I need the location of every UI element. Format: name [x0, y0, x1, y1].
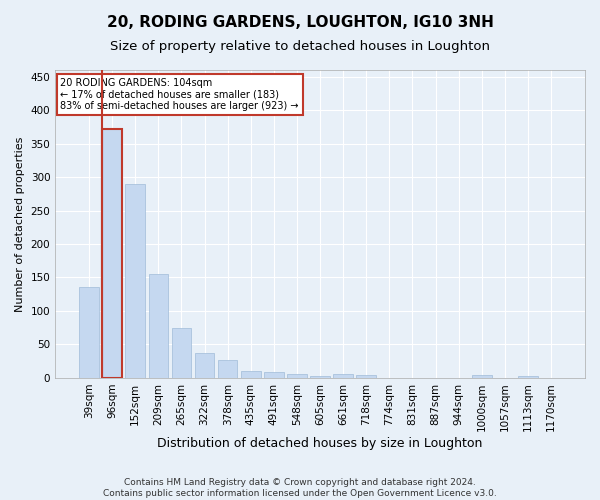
Bar: [356, 375, 376, 378]
Bar: [264, 372, 284, 378]
Bar: [472, 375, 491, 378]
Bar: [218, 360, 238, 378]
X-axis label: Distribution of detached houses by size in Loughton: Distribution of detached houses by size …: [157, 437, 483, 450]
Bar: [172, 328, 191, 378]
Bar: [79, 287, 99, 378]
Bar: [103, 129, 122, 378]
Bar: [125, 184, 145, 378]
Bar: [287, 374, 307, 378]
Y-axis label: Number of detached properties: Number of detached properties: [15, 136, 25, 312]
Bar: [195, 353, 214, 378]
Bar: [241, 371, 260, 378]
Text: 20, RODING GARDENS, LOUGHTON, IG10 3NH: 20, RODING GARDENS, LOUGHTON, IG10 3NH: [107, 15, 493, 30]
Text: Contains HM Land Registry data © Crown copyright and database right 2024.
Contai: Contains HM Land Registry data © Crown c…: [103, 478, 497, 498]
Bar: [149, 274, 168, 378]
Bar: [310, 376, 330, 378]
Text: Size of property relative to detached houses in Loughton: Size of property relative to detached ho…: [110, 40, 490, 53]
Text: 20 RODING GARDENS: 104sqm
← 17% of detached houses are smaller (183)
83% of semi: 20 RODING GARDENS: 104sqm ← 17% of detac…: [61, 78, 299, 111]
Bar: [334, 374, 353, 378]
Bar: [518, 376, 538, 378]
